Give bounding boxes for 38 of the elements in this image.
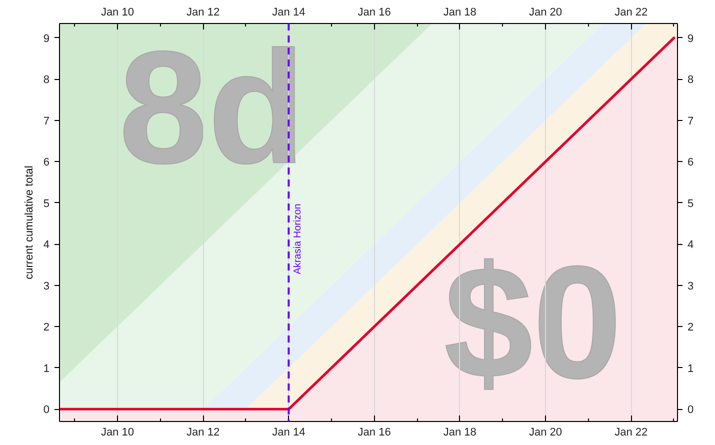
y-tick-label: 5 bbox=[43, 198, 50, 210]
x2-tick-label: Jan 22 bbox=[614, 426, 648, 438]
x2-tick-label: Jan 14 bbox=[272, 426, 306, 438]
y-tick-label: 7 bbox=[43, 115, 50, 128]
y-tick-label: 1 bbox=[43, 362, 50, 375]
y2-tick-label: 0 bbox=[688, 404, 694, 416]
x2-tick-label: Jan 20 bbox=[529, 426, 562, 438]
y-tick-label: 9 bbox=[43, 32, 50, 45]
x-tick-label: Jan 10 bbox=[100, 6, 134, 18]
y2-tick-label: 5 bbox=[688, 198, 694, 210]
x2-tick-label: Jan 10 bbox=[100, 426, 134, 438]
x2-tick-label: Jan 18 bbox=[443, 426, 476, 438]
x-tick-label: Jan 14 bbox=[272, 6, 306, 18]
y-tick-label: 4 bbox=[43, 239, 50, 252]
x-tick-label: Jan 22 bbox=[614, 6, 648, 18]
x2-tick-label: Jan 12 bbox=[186, 426, 220, 438]
y2-tick-label: 4 bbox=[688, 239, 694, 252]
x-tick-label: Jan 16 bbox=[358, 6, 391, 18]
y-tick-label: 2 bbox=[43, 322, 50, 334]
y2-tick-label: 6 bbox=[688, 156, 694, 169]
y2-tick-label: 8 bbox=[688, 74, 694, 86]
y-tick-label: 6 bbox=[43, 156, 50, 169]
y-tick-label: 3 bbox=[43, 280, 50, 292]
y-axis-title: current cumulative total bbox=[23, 166, 36, 280]
y2-tick-label: 9 bbox=[688, 32, 694, 45]
annotation: $0 bbox=[444, 232, 622, 412]
y2-tick-label: 7 bbox=[688, 115, 694, 128]
annotation: 8d bbox=[118, 18, 306, 197]
x2-tick-label: Jan 16 bbox=[358, 426, 391, 438]
y2-tick-label: 1 bbox=[688, 362, 694, 375]
y-tick-label: 8 bbox=[43, 74, 50, 86]
x-tick-label: Jan 18 bbox=[443, 6, 476, 18]
y2-tick-label: 3 bbox=[688, 280, 694, 292]
y-tick-label: 0 bbox=[43, 404, 50, 416]
ref-line-label: Akrasia Horizon bbox=[292, 204, 304, 274]
x-tick-label: Jan 20 bbox=[529, 6, 562, 18]
y2-tick-label: 2 bbox=[688, 322, 694, 334]
x-tick-label: Jan 12 bbox=[186, 6, 220, 18]
